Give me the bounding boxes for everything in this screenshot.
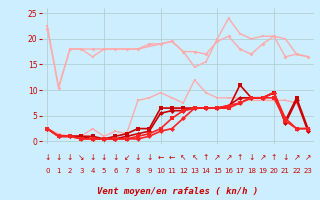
Text: 16: 16 (224, 168, 233, 174)
Text: 0: 0 (45, 168, 50, 174)
Text: ↓: ↓ (248, 153, 254, 162)
Text: Vent moyen/en rafales ( kn/h ): Vent moyen/en rafales ( kn/h ) (97, 187, 258, 196)
Text: ↗: ↗ (305, 153, 311, 162)
Text: 4: 4 (91, 168, 95, 174)
Text: 10: 10 (156, 168, 165, 174)
Text: 23: 23 (303, 168, 312, 174)
Text: 22: 22 (292, 168, 301, 174)
Text: 20: 20 (269, 168, 278, 174)
Text: ↗: ↗ (225, 153, 232, 162)
Text: 14: 14 (202, 168, 210, 174)
Text: 15: 15 (213, 168, 222, 174)
Text: ↑: ↑ (271, 153, 277, 162)
Text: ↘: ↘ (78, 153, 84, 162)
Text: ↗: ↗ (293, 153, 300, 162)
Text: ↗: ↗ (260, 153, 266, 162)
Text: 6: 6 (113, 168, 117, 174)
Text: ↗: ↗ (214, 153, 220, 162)
Text: ↖: ↖ (191, 153, 198, 162)
Text: ↓: ↓ (89, 153, 96, 162)
Text: 19: 19 (258, 168, 267, 174)
Text: ↓: ↓ (135, 153, 141, 162)
Text: ↓: ↓ (282, 153, 288, 162)
Text: 18: 18 (247, 168, 256, 174)
Text: 2: 2 (68, 168, 72, 174)
Text: ↖: ↖ (180, 153, 187, 162)
Text: 9: 9 (147, 168, 151, 174)
Text: ↙: ↙ (124, 153, 130, 162)
Text: 13: 13 (190, 168, 199, 174)
Text: 7: 7 (124, 168, 129, 174)
Text: ↑: ↑ (237, 153, 243, 162)
Text: ↓: ↓ (67, 153, 73, 162)
Text: 1: 1 (56, 168, 61, 174)
Text: 12: 12 (179, 168, 188, 174)
Text: 8: 8 (136, 168, 140, 174)
Text: ↓: ↓ (44, 153, 51, 162)
Text: ←: ← (157, 153, 164, 162)
Text: 17: 17 (236, 168, 244, 174)
Text: 21: 21 (281, 168, 290, 174)
Text: ←: ← (169, 153, 175, 162)
Text: ↑: ↑ (203, 153, 209, 162)
Text: ↓: ↓ (55, 153, 62, 162)
Text: 11: 11 (167, 168, 176, 174)
Text: 3: 3 (79, 168, 84, 174)
Text: ↓: ↓ (101, 153, 107, 162)
Text: 5: 5 (102, 168, 106, 174)
Text: ↓: ↓ (112, 153, 118, 162)
Text: ↓: ↓ (146, 153, 152, 162)
